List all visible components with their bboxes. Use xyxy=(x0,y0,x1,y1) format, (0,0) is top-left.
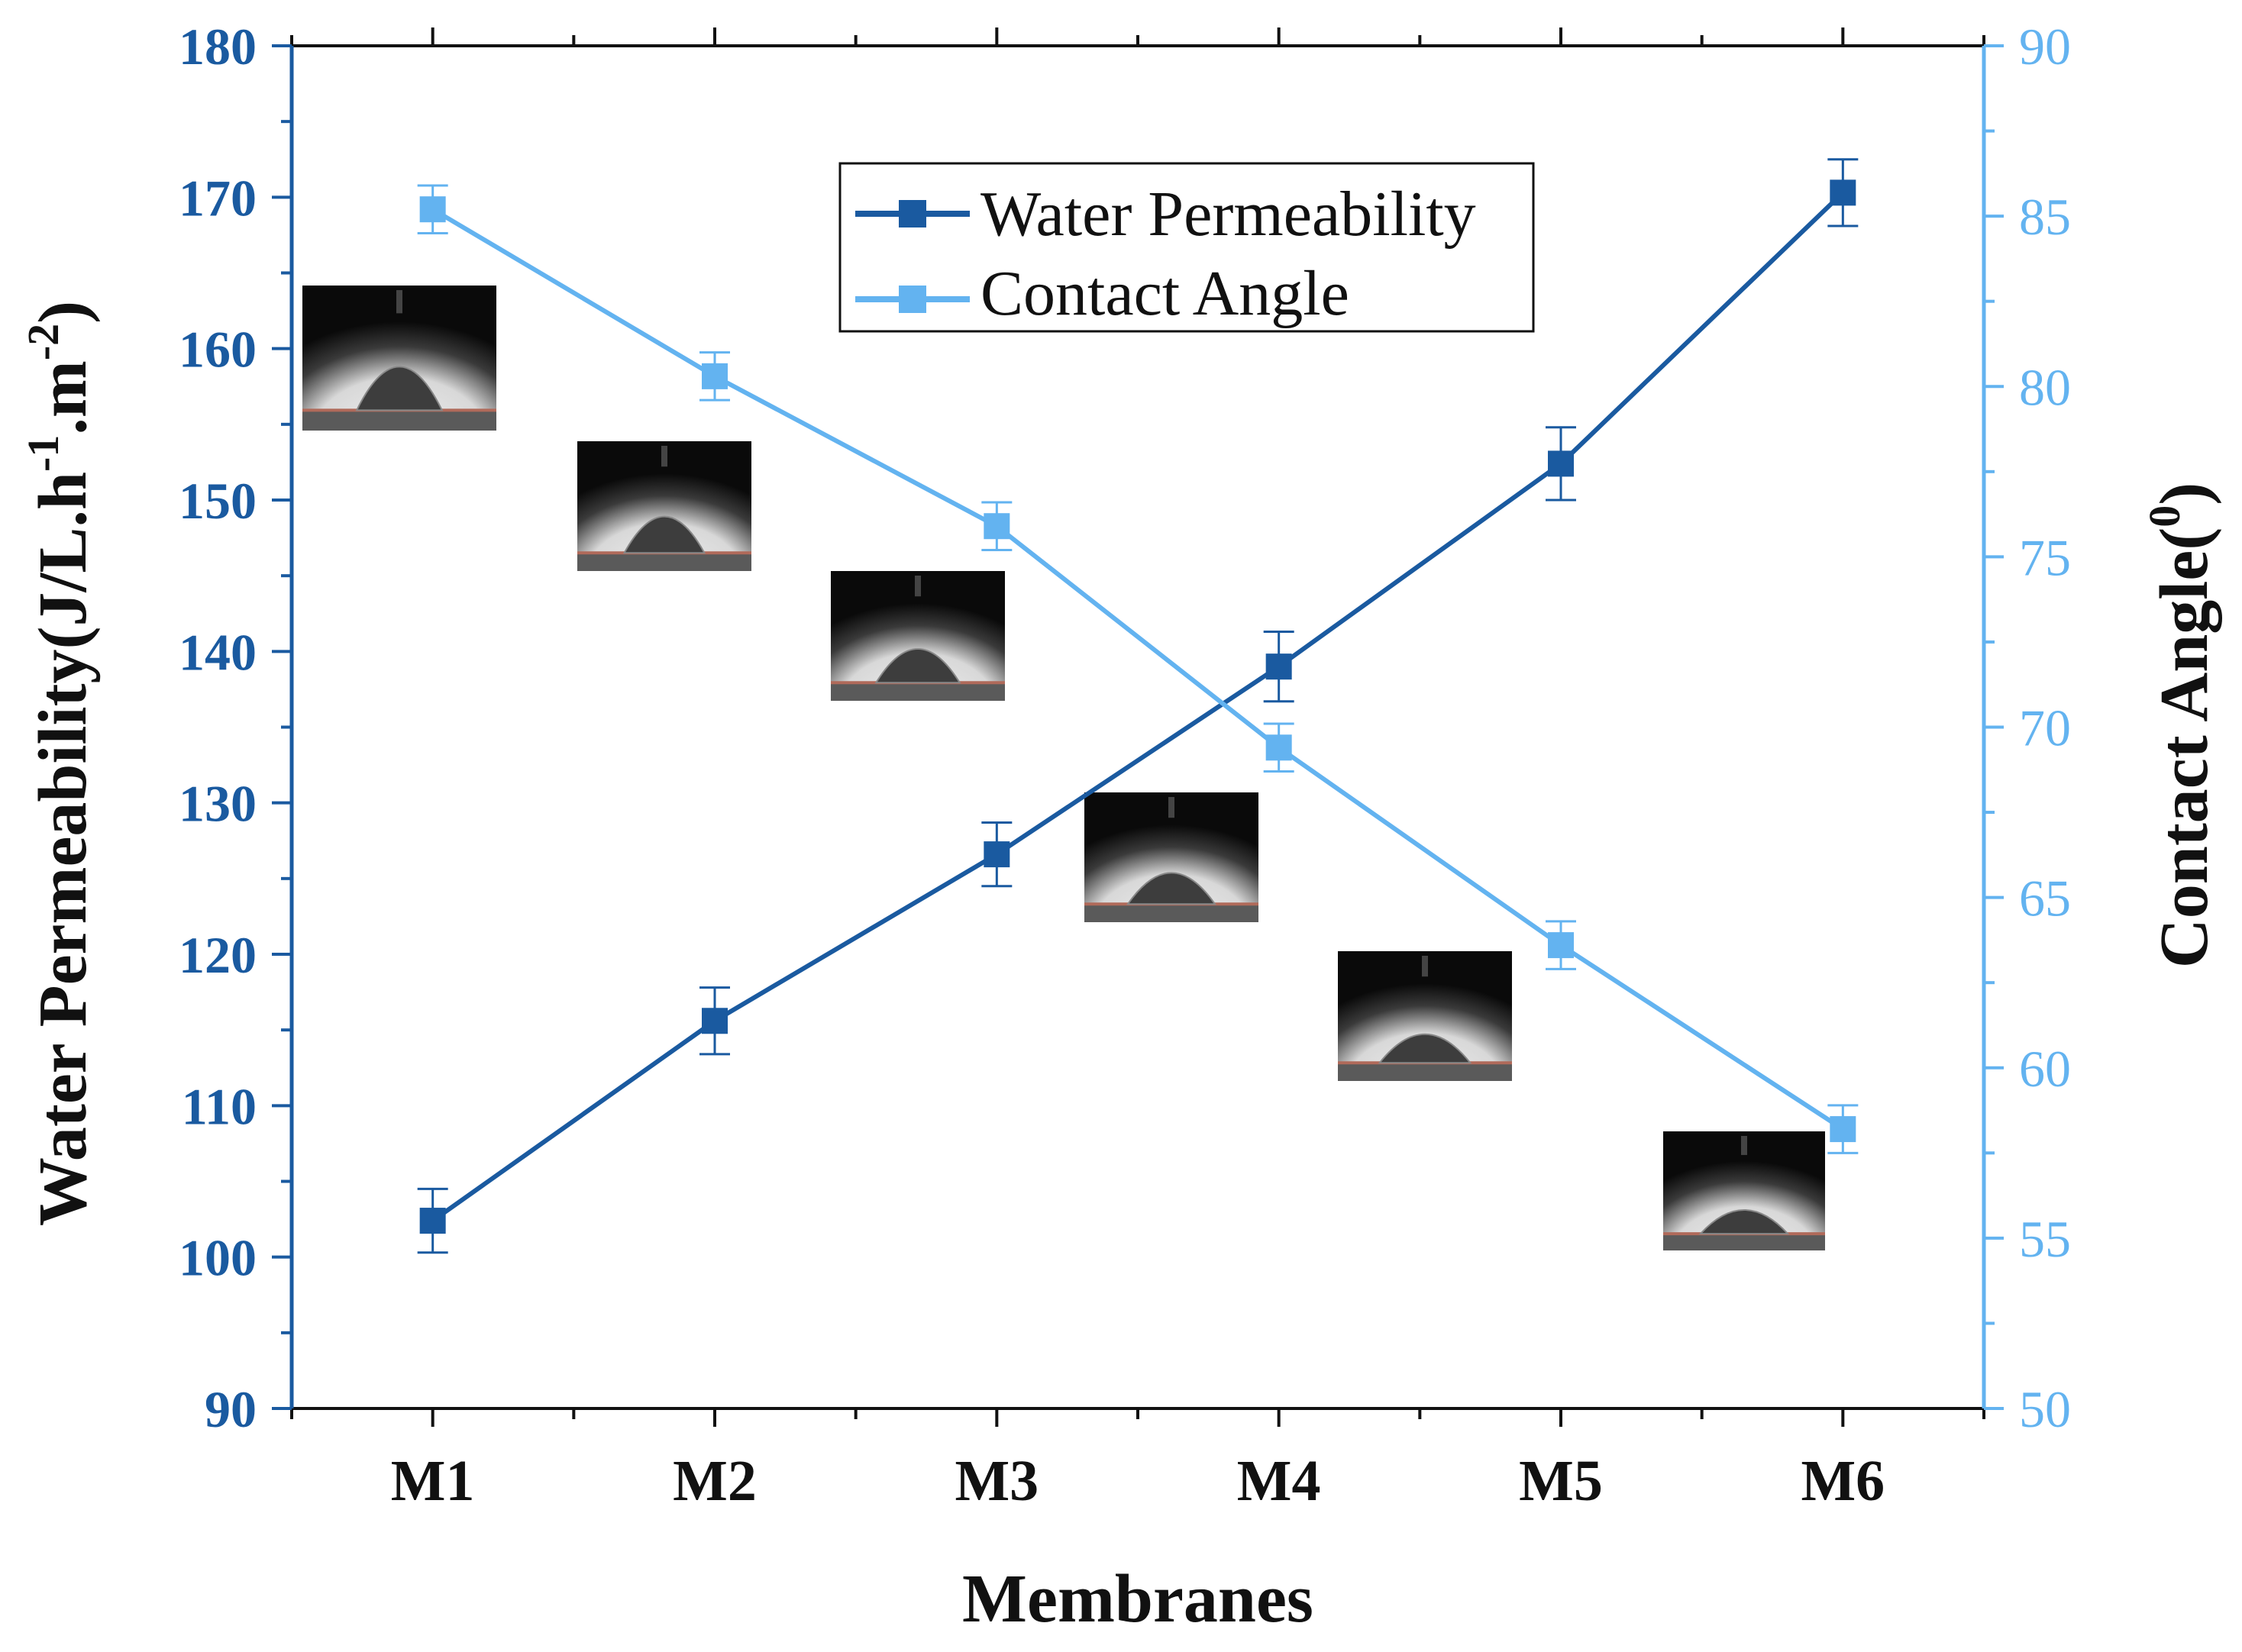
y-tick-label-left: 150 xyxy=(179,472,257,530)
droplet-shape xyxy=(874,648,961,684)
legend-marker-contact-angle xyxy=(899,286,926,313)
y-tick-label-right: 60 xyxy=(2019,1040,2071,1098)
droplet-shape xyxy=(1698,1209,1790,1235)
legend-label-contact-angle: Contact Angle xyxy=(980,258,1349,329)
inset-substrate xyxy=(302,410,496,431)
x-tick-label-M6: M6 xyxy=(1801,1449,1885,1513)
inset-substrate xyxy=(1084,904,1258,922)
y-tick-label-left: 130 xyxy=(179,775,257,833)
data-point-contact-angle-M5 xyxy=(1548,932,1574,959)
x-tick-label-M4: M4 xyxy=(1237,1449,1321,1513)
data-point-contact-angle-M3 xyxy=(984,513,1010,540)
tick-labels: M1 M2 M3 M4 M5 M6 90 100 110 120 130 140 150 160 170 18… xyxy=(179,18,2071,1513)
axes xyxy=(272,27,2004,1427)
droplet-inset-M6 xyxy=(1663,1131,1825,1250)
y-tick-label-left: 110 xyxy=(182,1077,257,1135)
droplet-inset-M1 xyxy=(302,286,496,431)
inset-substrate xyxy=(577,553,751,571)
inset-needle xyxy=(1168,797,1174,818)
data-point-water-permeability-M4 xyxy=(1265,653,1292,680)
inset-needle xyxy=(661,446,667,467)
x-tick-label-M3: M3 xyxy=(955,1449,1039,1513)
data-point-water-permeability-M6 xyxy=(1830,179,1856,206)
x-axis-title: Membranes xyxy=(962,1561,1313,1637)
droplet-insets xyxy=(302,286,1825,1250)
data-point-contact-angle-M4 xyxy=(1265,734,1292,761)
y-tick-label-right: 50 xyxy=(2019,1380,2071,1438)
droplet-inset-M2 xyxy=(577,441,751,571)
y-tick-label-right: 85 xyxy=(2019,188,2071,246)
y-tick-label-right: 65 xyxy=(2019,870,2071,928)
droplet-shape xyxy=(355,366,444,411)
data-point-water-permeability-M2 xyxy=(702,1008,728,1034)
droplet-inset-M4 xyxy=(1084,792,1258,922)
inset-substrate xyxy=(1663,1234,1825,1250)
data-point-contact-angle-M1 xyxy=(419,196,446,223)
series-line-water-permeability xyxy=(431,191,1845,1223)
y-tick-label-left: 180 xyxy=(179,18,257,76)
data-point-water-permeability-M5 xyxy=(1548,450,1574,477)
droplet-shape xyxy=(1126,872,1216,905)
data-point-water-permeability-M1 xyxy=(419,1208,446,1234)
inset-needle xyxy=(1741,1136,1747,1155)
droplet-shape xyxy=(1378,1034,1472,1064)
y-tick-label-left: 90 xyxy=(205,1380,257,1438)
droplet-inset-M3 xyxy=(831,571,1005,701)
y-tick-label-left: 140 xyxy=(179,623,257,681)
y-tick-label-left: 100 xyxy=(179,1229,257,1287)
legend-label-water-permeability: Water Permeability xyxy=(980,179,1476,250)
legend-marker-water-permeability xyxy=(899,200,926,227)
inset-needle xyxy=(1422,956,1428,977)
series-line-contact-angle xyxy=(431,207,1844,1131)
inset-needle xyxy=(915,576,921,597)
y-tick-label-right: 90 xyxy=(2019,18,2071,76)
legend-box xyxy=(838,162,1535,333)
y-axis-title-right: Contact Angle(0) xyxy=(2140,482,2222,968)
y-tick-label-left: 160 xyxy=(179,321,257,379)
data-point-contact-angle-M2 xyxy=(702,363,728,389)
y-tick-label-left: 170 xyxy=(179,169,257,227)
y-tick-label-right: 80 xyxy=(2019,358,2071,416)
legend: Water Permeability Contact Angle xyxy=(838,162,1535,333)
y-axis-title-left: Water Permeability(J/L.h-1.m-2) xyxy=(18,301,101,1226)
x-tick-label-M5: M5 xyxy=(1519,1449,1603,1513)
data-point-contact-angle-M6 xyxy=(1830,1116,1856,1143)
inset-substrate xyxy=(1338,1063,1512,1081)
data-point-water-permeability-M3 xyxy=(984,841,1010,868)
y-tick-label-right: 75 xyxy=(2019,528,2071,586)
x-tick-label-M1: M1 xyxy=(391,1449,475,1513)
y-tick-label-right: 55 xyxy=(2019,1210,2071,1268)
y-tick-label-left: 120 xyxy=(179,926,257,984)
inset-needle xyxy=(396,290,402,314)
droplet-shape xyxy=(622,515,706,554)
inset-substrate xyxy=(831,682,1005,701)
x-tick-label-M2: M2 xyxy=(673,1449,757,1513)
y-tick-label-right: 70 xyxy=(2019,699,2071,757)
droplet-inset-M5 xyxy=(1338,951,1512,1081)
series-layer xyxy=(417,158,1859,1254)
